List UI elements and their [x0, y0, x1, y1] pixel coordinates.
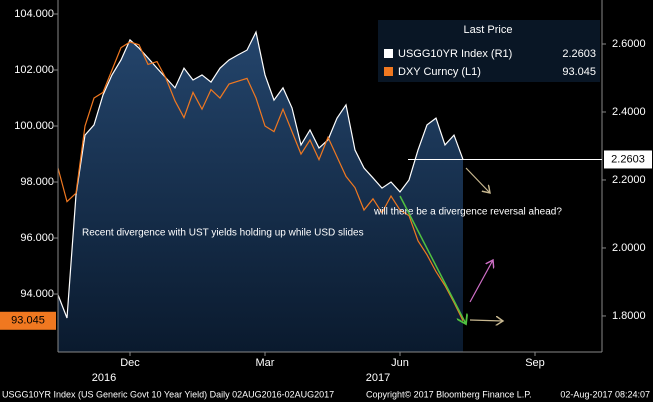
- legend-box: [378, 20, 600, 82]
- legend-label: DXY Curncy (L1): [398, 66, 481, 78]
- y-tick-label: 100.000: [14, 120, 54, 132]
- arrow: [399, 195, 466, 324]
- year-label: 2017: [366, 372, 390, 384]
- y-tick-label: 104.000: [14, 8, 54, 20]
- year-label: 2016: [92, 372, 116, 384]
- y-tick-label: 98.000: [20, 176, 54, 188]
- y2-tick-label: 2.4000: [612, 106, 646, 118]
- annotation: Recent divergence with UST yields holdin…: [82, 228, 364, 239]
- series-line: [57, 41, 464, 322]
- x-tick-label: Jun: [391, 357, 409, 369]
- last-value-label: 2.2603: [611, 153, 645, 165]
- last-value-tag: [0, 311, 56, 330]
- last-value-label: 93.045: [11, 315, 45, 327]
- x-tick-label: Dec: [120, 357, 140, 369]
- y-tick-label: 102.000: [14, 64, 54, 76]
- last-value-tag: [604, 150, 652, 169]
- y-tick-label: 94.000: [20, 288, 54, 300]
- arrow: [465, 167, 490, 193]
- arrow: [469, 260, 493, 303]
- y2-tick-label: 2.6000: [612, 38, 646, 50]
- legend-title: Last Price: [464, 24, 513, 36]
- legend-value: 2.2603: [562, 48, 596, 60]
- y2-tick-label: 2.2000: [612, 174, 646, 186]
- x-tick-label: Mar: [256, 357, 275, 369]
- footer: Copyright© 2017 Bloomberg Finance L.P.: [366, 389, 532, 399]
- y2-tick-label: 1.8000: [612, 310, 646, 322]
- legend: Last Price USGG10YR Index (R1) 2.2603 DX…: [378, 20, 600, 82]
- legend-value: 93.045: [562, 66, 596, 78]
- y-tick-label: 96.000: [20, 232, 54, 244]
- x-tick-label: Sep: [525, 357, 545, 369]
- footer: USGG10YR Index (US Generic Govt 10 Year …: [2, 389, 334, 399]
- y2-tick-label: 2.0000: [612, 242, 646, 254]
- area-fill: [58, 32, 463, 353]
- legend-swatch: [384, 67, 393, 76]
- annotation: will there be a divergence reversal ahea…: [373, 207, 562, 218]
- footer: 02-Aug-2017 08:24:07: [560, 389, 650, 399]
- series-line: [57, 30, 464, 319]
- legend-label: USGG10YR Index (R1): [398, 48, 512, 60]
- arrow: [469, 320, 503, 321]
- legend-swatch: [384, 49, 393, 58]
